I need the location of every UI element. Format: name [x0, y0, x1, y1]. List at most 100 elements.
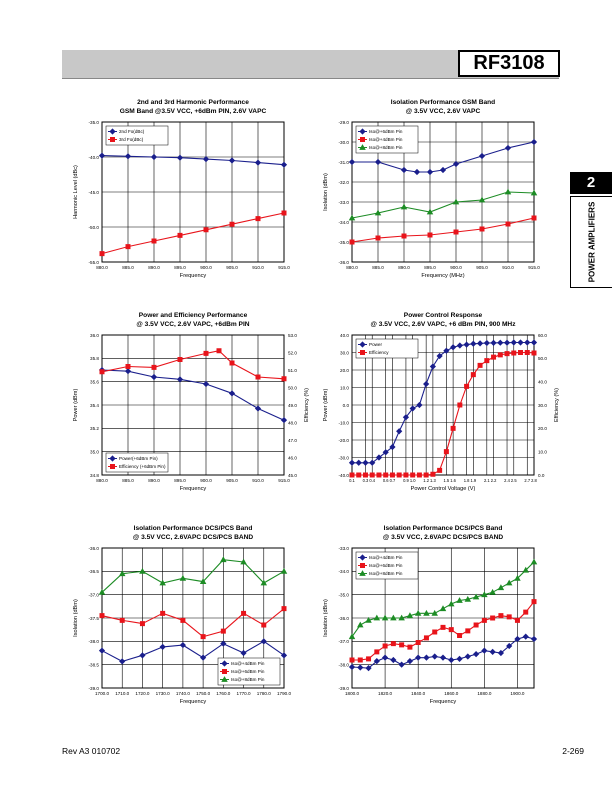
x-tick-label: 0.9 [403, 478, 409, 483]
x-tick-label: 0.1 [349, 478, 355, 483]
data-point [375, 235, 381, 241]
x-tick-label: 1.2 [423, 478, 429, 483]
x-tick-label: 1.8 [464, 478, 470, 483]
x-tick-label: 2.2 [491, 478, 497, 483]
x-tick-label: 890.0 [148, 478, 160, 483]
data-point [497, 352, 503, 358]
chart-title-line: GSM Band @3.5V VCC, +6dBm PIN, 2.6V VAPC [120, 108, 267, 115]
series-line [101, 155, 285, 166]
y-tick-label: 40.0 [340, 333, 349, 338]
y-tick-label: -32.0 [339, 180, 350, 185]
data-point [450, 344, 457, 351]
data-point [357, 621, 364, 628]
y-tick-label: 36.0 [90, 333, 99, 338]
y-tick-label: 34.8 [90, 473, 99, 478]
chart-power-efficiency: Power and Efficiency Performance @ 3.5V V… [73, 312, 310, 492]
data-point [124, 153, 132, 160]
data-point [505, 221, 511, 227]
section-tab-label: POWER AMPLIFIERS [587, 201, 597, 283]
y-tick-label: 20.0 [340, 368, 349, 373]
data-point [176, 154, 184, 161]
data-point [423, 472, 429, 478]
legend-label: Iso@+4dBm Pin [369, 555, 403, 560]
legend-marker [359, 144, 366, 150]
data-point [504, 351, 510, 357]
chart-title-line: Power Control Response [404, 312, 483, 319]
data-point [415, 640, 421, 645]
y2-tick-label: 50.0 [288, 385, 297, 390]
data-point [366, 656, 372, 662]
data-point [349, 239, 355, 245]
data-point [260, 579, 268, 586]
y-tick-label: -10.0 [339, 420, 350, 425]
data-point [406, 658, 414, 665]
series-line [352, 341, 534, 464]
data-point [390, 614, 397, 621]
data-point [470, 340, 477, 347]
x-tick-label: 1720.0 [135, 691, 149, 696]
data-point [139, 652, 146, 659]
x-tick-label: 905.0 [226, 265, 238, 270]
data-point [505, 579, 513, 586]
x-tick-label: 880.0 [346, 265, 358, 270]
x-tick-label: 890.0 [398, 265, 410, 270]
data-point [177, 357, 183, 362]
data-point [139, 621, 145, 627]
data-point [228, 390, 236, 397]
data-point [483, 339, 490, 347]
data-point [390, 656, 397, 664]
legend-box [105, 452, 169, 473]
data-point [220, 628, 226, 634]
x-tick-label: 2.5 [511, 478, 517, 483]
y-tick-label: -36.0 [339, 616, 350, 621]
data-point [373, 614, 381, 621]
data-point [373, 658, 380, 665]
chart-title-line: Isolation Performance DCS/PCS Band [134, 525, 253, 532]
data-point [389, 443, 396, 451]
data-point [523, 609, 529, 615]
data-point [479, 226, 485, 232]
data-point [427, 232, 433, 238]
data-point [381, 614, 389, 621]
legend-marker [359, 570, 366, 576]
data-point [241, 610, 247, 616]
x-tick-label: 1750.0 [196, 691, 210, 696]
data-point [357, 664, 364, 671]
x-tick-label: 2.7 [524, 478, 530, 483]
data-point [465, 628, 471, 634]
data-point [119, 617, 125, 623]
x-axis-label: Frequency [180, 486, 207, 492]
data-point [481, 647, 488, 654]
data-point [281, 210, 287, 216]
legend-label: Power(+6dBm Pin) [119, 456, 158, 461]
data-point [176, 376, 184, 383]
legend-label: Power [369, 342, 382, 347]
legend-box [105, 125, 169, 146]
data-point [439, 605, 447, 612]
y2-tick-label: 10.0 [538, 449, 547, 454]
y-tick-label: -55.0 [89, 260, 100, 265]
legend-label: Iso@+6dBm Pin [231, 669, 265, 674]
y-tick-label: 35.6 [90, 379, 99, 384]
data-point [389, 472, 395, 478]
data-point [448, 600, 455, 607]
x-tick-label: 1840.0 [411, 691, 425, 696]
data-point [180, 617, 186, 623]
data-point [374, 209, 382, 216]
series-line [101, 640, 285, 662]
data-point [440, 624, 446, 630]
data-point [362, 459, 369, 466]
data-point [453, 229, 459, 235]
y-tick-label: -31.0 [339, 160, 350, 165]
data-point [423, 380, 430, 388]
x-tick-label: 1900.0 [510, 691, 524, 696]
chart-title-line: Power and Efficiency Performance [139, 312, 248, 319]
legend-label: Iso@+8dBm Pin [369, 571, 403, 576]
data-point [254, 405, 262, 412]
x-tick-label: 915.0 [278, 265, 290, 270]
data-point [200, 634, 206, 640]
y-axis-label: Harmonic Level (dBc) [73, 165, 79, 219]
data-point [348, 158, 356, 166]
x-tick-label: 910.0 [252, 265, 264, 270]
data-point [478, 152, 486, 160]
